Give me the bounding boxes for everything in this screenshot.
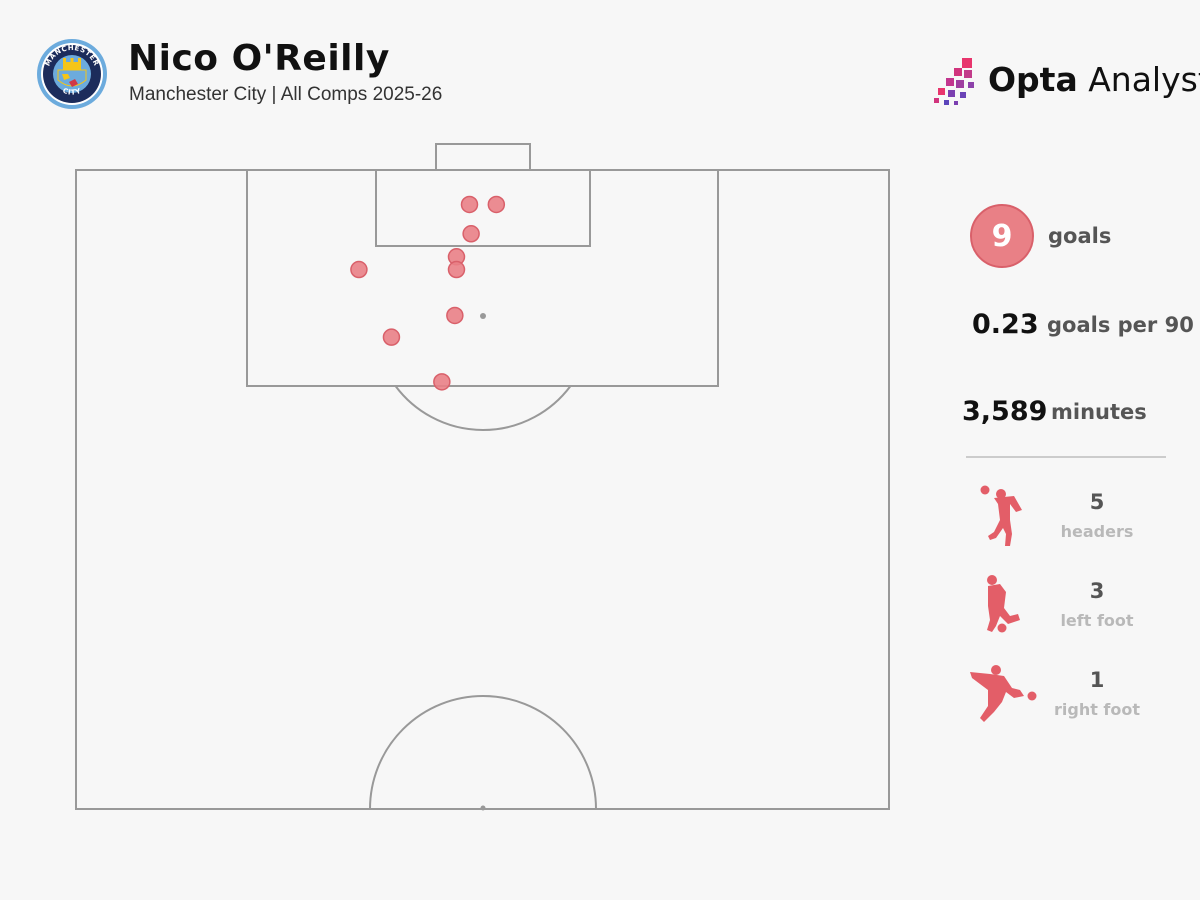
shot-points [350,195,506,391]
headers-count: 5 [1089,490,1105,514]
goals-per-90-value: 0.23 [972,309,1039,340]
svg-text:CITY: CITY [62,87,83,97]
stats-divider [966,456,1166,458]
goal-shot-point-6 [447,260,466,279]
left-foot-count: 3 [1089,579,1105,603]
goal-shot-point-7 [446,306,464,325]
header-player-icon [980,485,1022,546]
opta-word: Opta [988,60,1078,99]
right-foot-label: right foot [1053,700,1141,719]
opta-analyst-logo [934,58,974,105]
penalty-area [246,169,719,387]
analyst-word: Analyst [1088,60,1200,99]
right-foot-count: 1 [1089,668,1105,692]
goals-count-badge: 9 [970,204,1034,268]
page-title: Nico O'Reilly [128,38,390,79]
goal-shot-point-2 [487,195,506,214]
headers-label: headers [1060,522,1134,541]
goal-shot-point-1 [460,195,479,214]
center-spot [480,805,486,811]
pitch-outline [75,169,890,810]
goal-shot-point-9 [433,373,451,391]
opta-pixel-mark-icon [934,58,974,105]
manchester-city-crest: MANCHESTER CITY [37,39,107,109]
crest-text-bottom: CITY [62,87,82,97]
pitch-lines [75,143,890,810]
left-foot-player-icon [987,575,1020,633]
goals-per-90-label: goals per 90 [1047,313,1194,337]
goal-shot-point-3 [462,225,480,243]
goal-shot-point-8 [382,328,401,346]
left-foot-label: left foot [1060,611,1134,630]
right-foot-player-icon [970,665,1037,722]
page-subtitle: Manchester City | All Comps 2025-26 [129,84,443,105]
minutes-label: minutes [1051,400,1147,424]
goal-frame [435,143,531,171]
minutes-value: 3,589 [962,396,1048,427]
center-circle [369,695,597,810]
goal-shot-point-5 [350,260,368,279]
six-yard-box [375,169,591,247]
penalty-arc [394,385,572,432]
opta-analyst-wordmark: Opta Analyst [988,60,1200,99]
goals-label: goals [1048,224,1112,248]
penalty-spot [480,313,486,319]
